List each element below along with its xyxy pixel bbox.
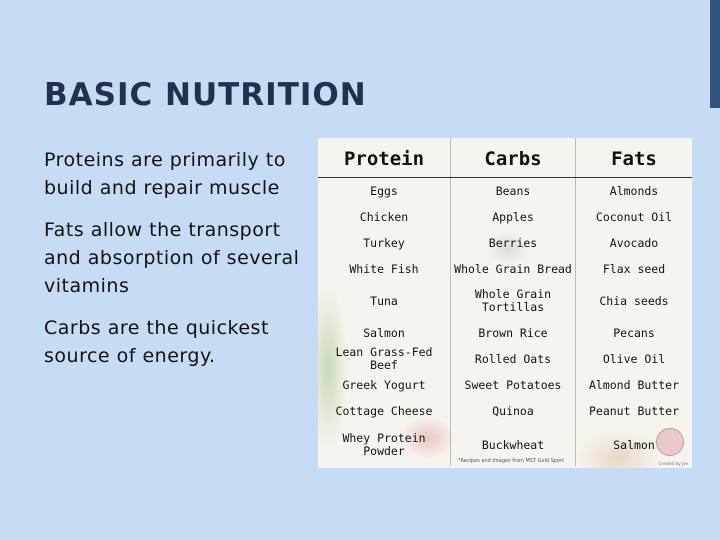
table-cell: Rolled Oats	[450, 346, 576, 372]
image-footnote: *Recipes and Images from MST Gold Sport	[458, 458, 565, 464]
table-cell: Eggs	[370, 183, 398, 198]
table-row: Eggs Beans Almonds	[318, 177, 692, 204]
table-row: Chicken Apples Coconut Oil	[318, 204, 692, 230]
table-cell: Greek Yogurt	[342, 377, 426, 392]
table-cell: Avocado	[575, 230, 692, 256]
food-table: Protein Carbs Fats Eggs Beans Almonds Ch…	[318, 138, 692, 466]
table-cell: Chia seeds	[575, 282, 692, 320]
table-row: Cottage Cheese Quinoa Peanut Butter	[318, 398, 692, 424]
table-cell: Whole Grain Tortillas	[450, 282, 576, 320]
food-chart-image: Protein Carbs Fats Eggs Beans Almonds Ch…	[318, 138, 692, 468]
bullet-item: Carbs are the quickest source of energy.	[44, 317, 269, 367]
table-cell: Buckwheat	[450, 424, 576, 466]
table-cell: Salmon	[363, 325, 405, 340]
header-carbs: Carbs	[450, 138, 576, 178]
table-cell: Brown Rice	[450, 320, 576, 346]
avatar-caption: Created by Joe	[658, 461, 688, 466]
table-row: Greek Yogurt Sweet Potatoes Almond Butte…	[318, 372, 692, 398]
bullet-item: Proteins are primarily to build and repa…	[44, 149, 286, 199]
table-cell: White Fish	[349, 261, 419, 276]
table-row: Tuna Whole Grain Tortillas Chia seeds	[318, 282, 692, 320]
table-cell: Whole Grain Bread	[450, 256, 576, 282]
table-cell: Flax seed	[575, 256, 692, 282]
table-cell: Pecans	[575, 320, 692, 346]
table-cell: Quinoa	[450, 398, 576, 424]
slide-title: BASIC NUTRITION	[44, 77, 367, 113]
table-cell: Cottage Cheese	[335, 403, 433, 418]
table-row: Turkey Berries Avocado	[318, 230, 692, 256]
table-cell: Almonds	[575, 177, 692, 204]
table-cell: Peanut Butter	[575, 398, 692, 424]
accent-bar	[710, 0, 720, 108]
table-row: Salmon Brown Rice Pecans	[318, 320, 692, 346]
table-row: White Fish Whole Grain Bread Flax seed	[318, 256, 692, 282]
bullet-list: Proteins are primarily to build and repa…	[44, 146, 306, 384]
table-cell: Tuna	[370, 293, 398, 308]
table-cell: Olive Oil	[575, 346, 692, 372]
table-cell: Apples	[450, 204, 576, 230]
table-cell: Coconut Oil	[575, 204, 692, 230]
header-fats: Fats	[575, 138, 692, 178]
author-avatar	[656, 428, 684, 456]
table-header-row: Protein Carbs Fats	[318, 138, 692, 178]
table-cell: Whey Protein Powder	[342, 431, 426, 458]
table-cell: Lean Grass-Fed Beef	[335, 345, 433, 372]
table-cell: Chicken	[359, 209, 409, 224]
bullet-item: Fats allow the transport and absorption …	[44, 219, 300, 297]
table-cell: Turkey	[363, 235, 405, 250]
table-cell: Sweet Potatoes	[450, 372, 576, 398]
table-row: Lean Grass-Fed Beef Rolled Oats Olive Oi…	[318, 346, 692, 372]
table-cell: Almond Butter	[575, 372, 692, 398]
header-protein: Protein	[318, 138, 451, 178]
table-cell: Berries	[450, 230, 576, 256]
table-cell: Beans	[450, 177, 576, 204]
